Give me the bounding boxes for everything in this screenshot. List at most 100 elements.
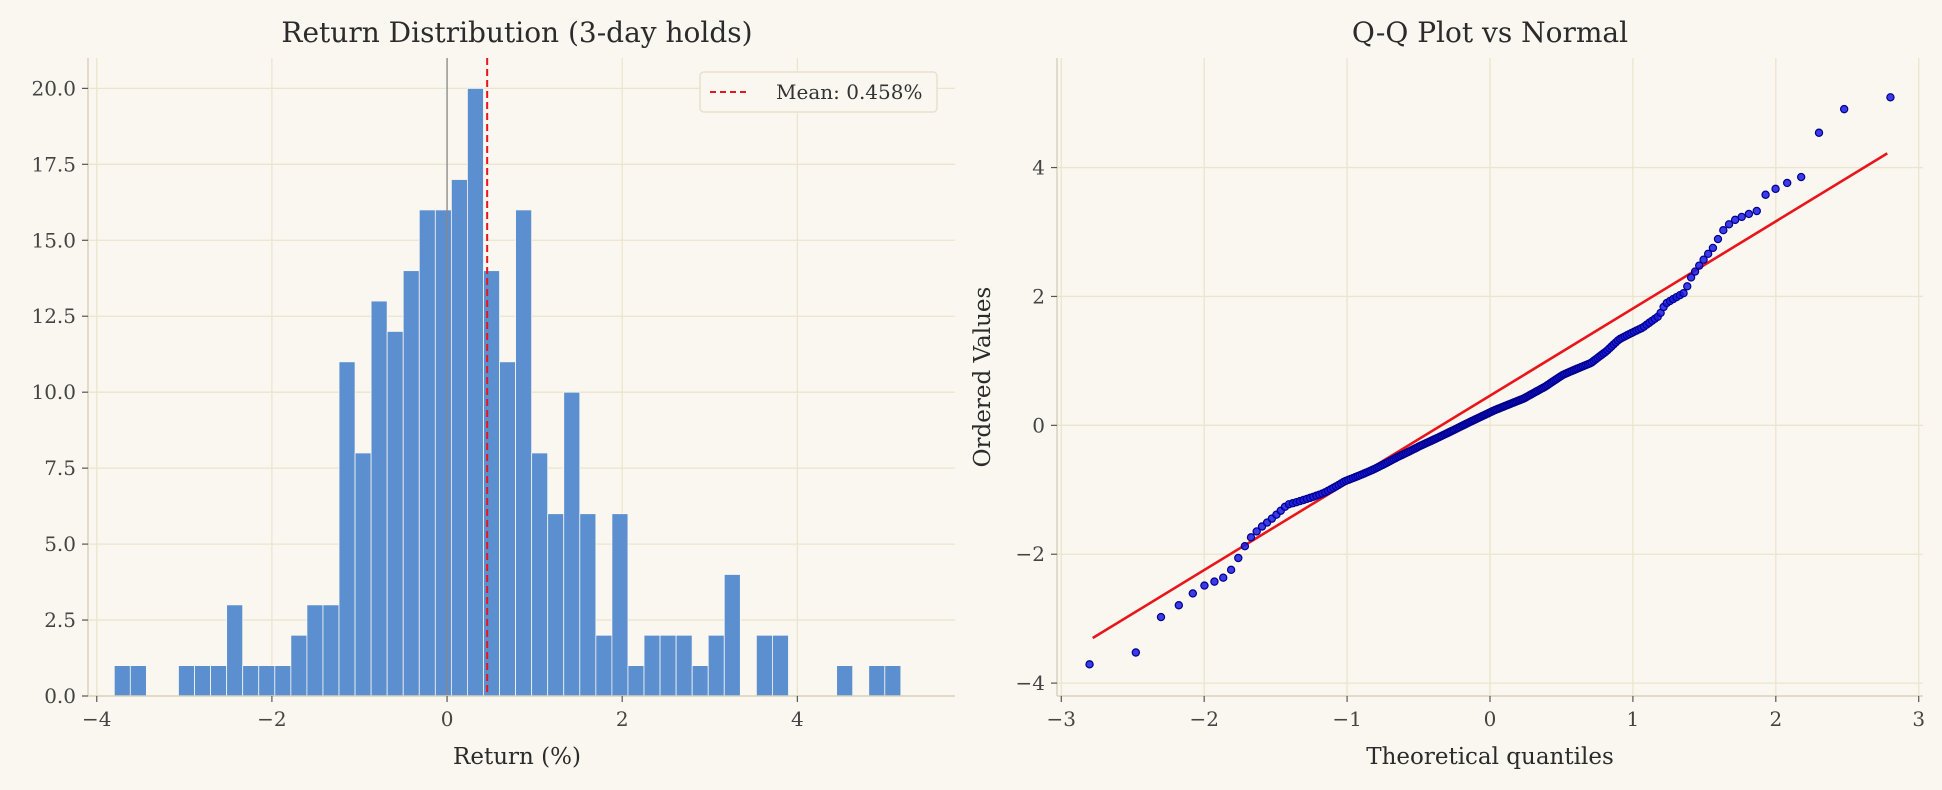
histogram-bar bbox=[450, 179, 468, 697]
histogram-bar bbox=[322, 604, 340, 697]
histogram-panel: Return Distribution (3-day holds) −4 −2 0 2… bbox=[31, 16, 955, 770]
histogram-bar bbox=[868, 665, 886, 697]
qq-point bbox=[1761, 190, 1770, 199]
x-tick-label: 4 bbox=[791, 707, 804, 731]
histogram-bar bbox=[290, 634, 308, 697]
qq-point bbox=[1683, 282, 1692, 291]
histogram-bar bbox=[772, 634, 789, 697]
y-tick-label: 15.0 bbox=[31, 228, 76, 252]
y-tick-label: −2 bbox=[1016, 542, 1045, 566]
histogram-bar bbox=[258, 665, 276, 697]
qq-point bbox=[1796, 172, 1806, 182]
y-tick-label: 17.5 bbox=[31, 152, 76, 176]
qq-point bbox=[1690, 267, 1700, 276]
histogram-bar bbox=[707, 634, 725, 697]
qq-point bbox=[1744, 209, 1754, 219]
histogram-bar bbox=[129, 665, 147, 697]
y-tick-label: 7.5 bbox=[44, 456, 76, 480]
x-tick-label: 2 bbox=[1769, 707, 1782, 731]
legend-box bbox=[699, 71, 938, 113]
histogram-bar bbox=[370, 300, 388, 697]
x-tick-label: 1 bbox=[1627, 707, 1640, 731]
histogram-bar bbox=[884, 665, 902, 697]
histogram-bar bbox=[627, 665, 645, 697]
qq-point bbox=[1200, 581, 1209, 590]
y-tick-label: 4 bbox=[1032, 156, 1045, 180]
qq-point bbox=[1737, 212, 1746, 222]
histogram-bar bbox=[434, 209, 452, 697]
histogram-bar bbox=[675, 634, 693, 697]
histogram-bar bbox=[210, 665, 228, 697]
histogram-bar bbox=[418, 209, 436, 697]
qq-point bbox=[1156, 612, 1166, 622]
qq-point bbox=[1886, 93, 1895, 102]
qq-point bbox=[1131, 648, 1141, 657]
histogram-x-ticks: −4 −2 0 2 4 bbox=[82, 696, 804, 731]
qq-point bbox=[1695, 261, 1704, 270]
histogram-title: Return Distribution (3-day holds) bbox=[281, 16, 752, 49]
histogram-bar bbox=[611, 513, 629, 697]
qq-points bbox=[1085, 93, 1895, 669]
histogram-bar bbox=[467, 87, 484, 697]
x-tick-label: −2 bbox=[1189, 707, 1218, 731]
histogram-bar bbox=[836, 665, 854, 697]
qq-point bbox=[1699, 255, 1708, 264]
y-tick-label: 20.0 bbox=[31, 76, 76, 100]
x-tick-label: −4 bbox=[82, 707, 111, 731]
histogram-bar bbox=[531, 452, 549, 697]
qq-point bbox=[1814, 128, 1824, 137]
qq-grid bbox=[1057, 58, 1923, 696]
qq-point bbox=[1210, 577, 1219, 586]
qq-point bbox=[1252, 527, 1261, 536]
qq-x-label: Theoretical quantiles bbox=[1366, 744, 1614, 770]
y-tick-label: 2 bbox=[1032, 284, 1045, 308]
histogram-bar bbox=[755, 634, 773, 697]
qq-x-ticks: −3 −2 −1 0 1 2 3 bbox=[1047, 696, 1925, 731]
histogram-bar bbox=[386, 331, 404, 697]
histogram-bar bbox=[274, 665, 292, 697]
histogram-bar bbox=[579, 513, 597, 697]
histogram-bar bbox=[547, 513, 565, 697]
legend-mean-label: Mean: 0.458% bbox=[776, 80, 922, 104]
qq-point bbox=[1226, 565, 1236, 575]
histogram-bar bbox=[402, 270, 420, 697]
legend: Mean: 0.458% bbox=[699, 71, 938, 113]
histogram-bar bbox=[643, 634, 661, 697]
histogram-bar bbox=[483, 270, 500, 697]
qq-point bbox=[1713, 234, 1723, 244]
x-tick-label: 3 bbox=[1912, 707, 1925, 731]
qq-point bbox=[1219, 573, 1228, 582]
y-tick-label: 10.0 bbox=[31, 380, 76, 404]
x-tick-label: −3 bbox=[1047, 707, 1076, 731]
qq-point bbox=[1724, 220, 1734, 229]
y-tick-label: 12.5 bbox=[31, 304, 76, 328]
histogram-bar bbox=[338, 361, 356, 697]
histogram-bar bbox=[226, 604, 244, 697]
qq-point bbox=[1234, 553, 1243, 563]
histogram-bar bbox=[499, 361, 516, 697]
x-tick-label: 2 bbox=[616, 707, 629, 731]
qq-y-ticks: −4 −2 0 2 4 bbox=[1016, 156, 1057, 695]
x-tick-label: 0 bbox=[1484, 707, 1497, 731]
qq-point bbox=[1752, 206, 1761, 216]
qq-point bbox=[1174, 601, 1184, 610]
qq-fit-line bbox=[1092, 152, 1888, 640]
qq-point bbox=[1719, 226, 1728, 235]
qq-title: Q-Q Plot vs Normal bbox=[1352, 16, 1628, 49]
y-tick-label: 2.5 bbox=[44, 608, 76, 632]
x-tick-label: −2 bbox=[257, 707, 286, 731]
histogram-bar bbox=[723, 574, 741, 697]
histogram-bar bbox=[194, 665, 211, 697]
histogram-bar bbox=[659, 634, 677, 697]
histogram-x-label: Return (%) bbox=[453, 744, 581, 770]
qq-y-label: Ordered Values bbox=[970, 287, 996, 468]
qq-point bbox=[1730, 215, 1740, 225]
histogram-bar bbox=[354, 452, 372, 697]
qq-point bbox=[1708, 243, 1718, 253]
histogram-bar bbox=[306, 604, 324, 697]
histogram-bar bbox=[178, 665, 195, 697]
y-tick-label: −4 bbox=[1016, 671, 1045, 695]
x-tick-label: 0 bbox=[441, 707, 454, 731]
histogram-bar bbox=[563, 391, 581, 697]
